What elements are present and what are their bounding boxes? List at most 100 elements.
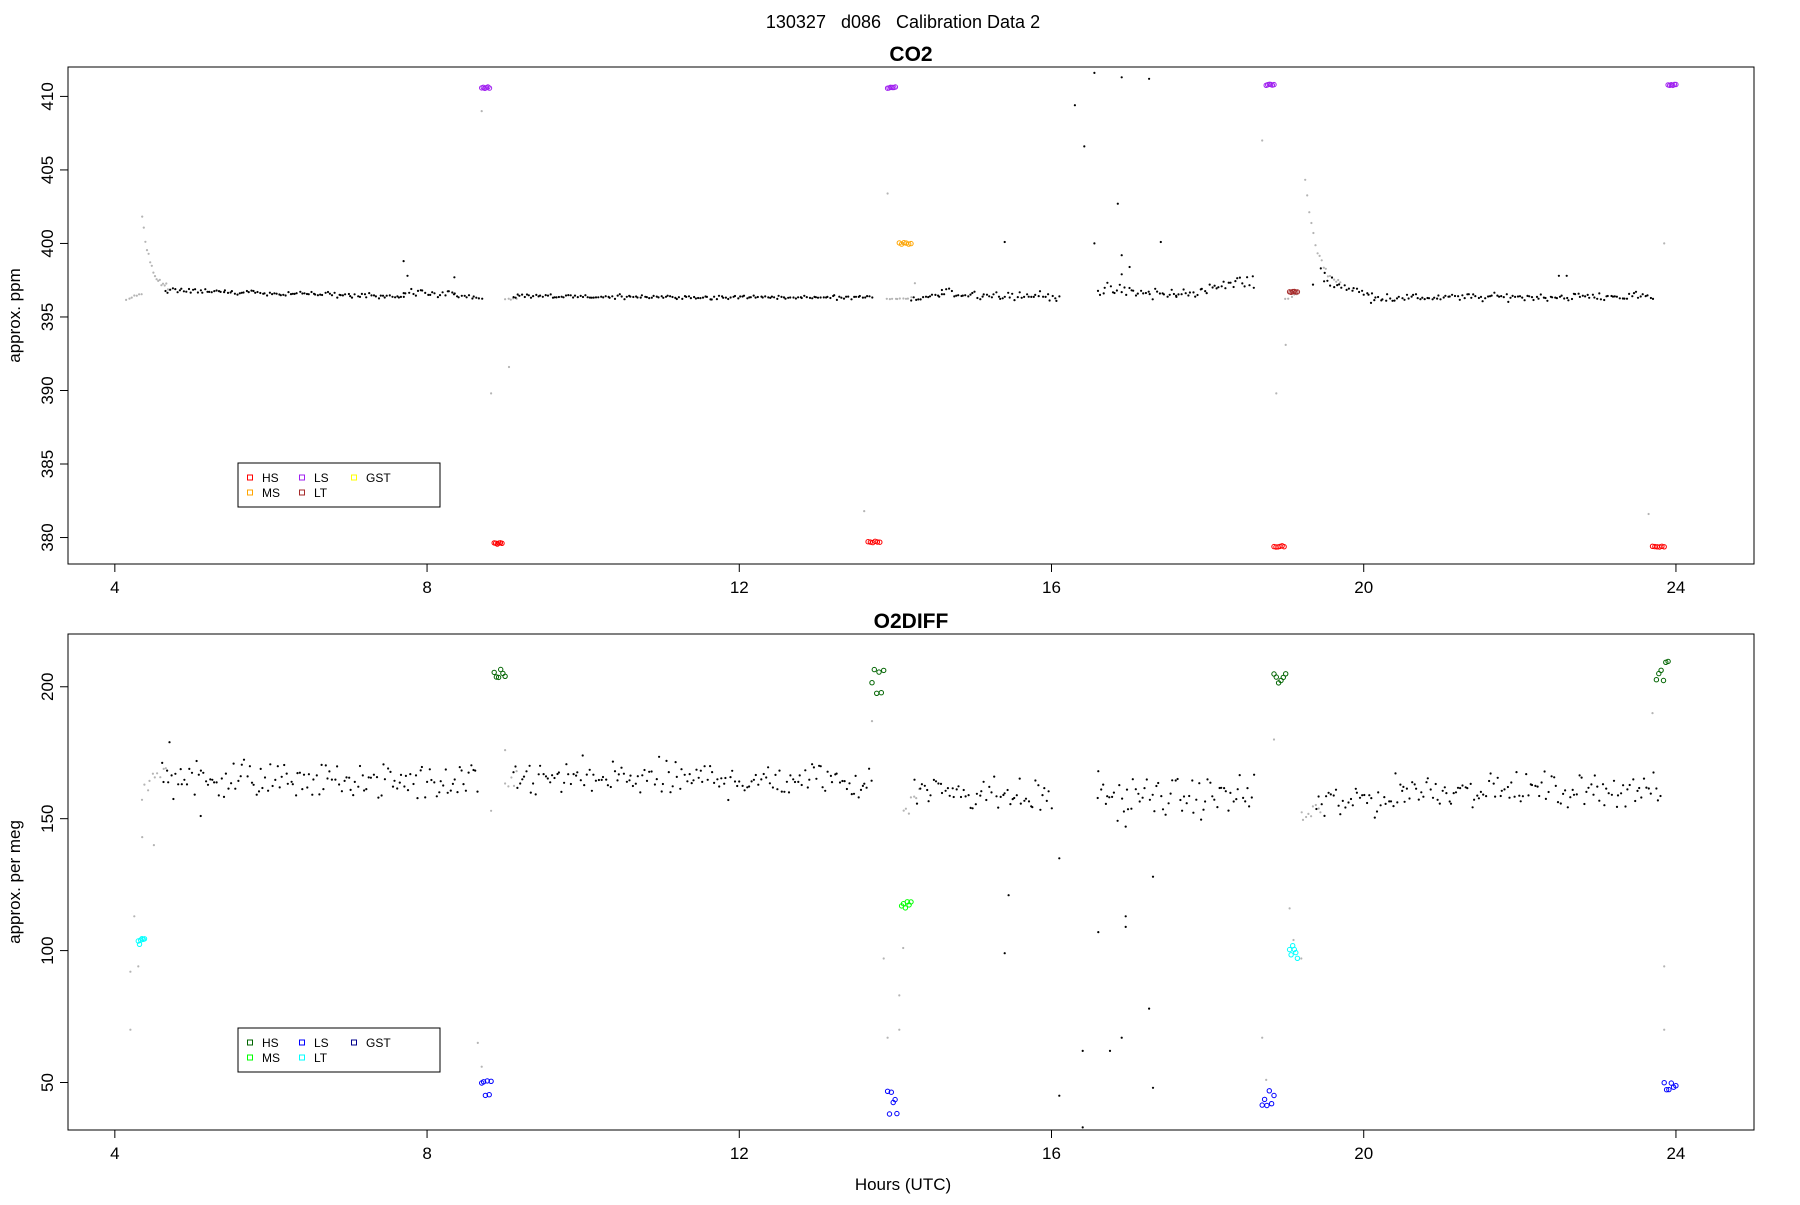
co2-ambient-point	[353, 293, 356, 296]
co2-ambient-point	[1458, 298, 1461, 301]
o2diff-ambient-point	[812, 766, 816, 769]
co2-ambient-point	[650, 296, 653, 299]
o2diff-ambient-point	[257, 790, 261, 793]
o2diff-ambient-point	[195, 759, 198, 763]
o2diff-ambient-point	[1248, 805, 1251, 808]
o2diff-ambient-point	[215, 781, 218, 784]
o2diff-ambient-point	[283, 763, 286, 767]
o2diff-ambient-point	[754, 773, 757, 777]
o2diff-ambient-point	[1373, 816, 1376, 819]
o2diff-ambient-point	[406, 789, 410, 792]
co2-ambient-point	[967, 295, 970, 298]
o2diff-ambient-point	[220, 777, 223, 780]
co2-transition-point	[1284, 343, 1287, 346]
co2-ambient-point	[1200, 287, 1203, 290]
o2diff-ambient-point	[575, 774, 578, 777]
o2diff-calibration-point-lt	[141, 936, 148, 942]
o2diff-transition-point	[143, 783, 146, 786]
o2diff-ambient-point	[780, 790, 783, 793]
co2-ambient-point	[1487, 295, 1490, 298]
co2-ambient-point	[861, 296, 865, 299]
o2diff-ambient-point	[703, 765, 706, 768]
o2diff-ambient-point	[285, 772, 288, 775]
o2diff-ambient-point	[1592, 793, 1595, 796]
co2-ambient-point	[1500, 295, 1503, 298]
o2diff-ambient-point	[724, 776, 727, 780]
co2-ambient-point	[928, 295, 932, 298]
o2diff-ambient-point	[451, 782, 454, 786]
co2-ambient-point	[808, 296, 812, 299]
o2diff-ambient-point	[1438, 802, 1441, 805]
o2diff-ambient-point	[1337, 804, 1340, 807]
co2-ambient-point	[414, 294, 417, 297]
o2diff-ambient-point	[1003, 792, 1006, 795]
co2-ambient-point	[1370, 292, 1374, 295]
o2diff-transition-point	[1265, 1078, 1268, 1081]
o2diff-y-axis-label: approx. per meg	[5, 820, 24, 944]
co2-ambient-point	[1120, 273, 1123, 276]
co2-ambient-point	[1093, 242, 1096, 245]
co2-ambient-point	[525, 293, 529, 296]
o2diff-transition-point	[902, 946, 905, 950]
o2diff-ambient-point	[1445, 792, 1448, 795]
co2-ambient-point	[230, 290, 233, 293]
o2diff-ambient-point	[1534, 784, 1537, 788]
co2-ambient-point	[518, 294, 521, 297]
o2diff-ambient-point	[1344, 806, 1347, 809]
o2diff-ambient-point	[470, 764, 473, 767]
o2diff-ambient-point	[671, 785, 674, 788]
o2diff-ambient-point	[723, 782, 726, 785]
o2diff-ambient-point	[474, 769, 477, 772]
o2diff-ambient-point	[336, 765, 339, 768]
co2-transition-point	[140, 293, 143, 296]
o2diff-ambient-point	[581, 754, 584, 757]
o2diff-ambient-point	[1492, 782, 1495, 785]
o2diff-ambient-point	[1587, 786, 1590, 789]
o2diff-ambient-point	[1031, 806, 1034, 809]
co2-ambient-point	[1373, 299, 1376, 302]
o2diff-ambient-point	[699, 769, 702, 772]
co2-ambient-point	[287, 291, 290, 294]
co2-ambient-point	[1474, 295, 1477, 298]
co2-ambient-point	[1502, 296, 1505, 299]
co2-ambient-point	[749, 296, 752, 299]
co2-transition-point	[1318, 254, 1321, 257]
o2diff-ambient-point	[830, 781, 834, 784]
co2-ambient-point	[1217, 286, 1220, 289]
o2diff-ambient-point	[1235, 798, 1238, 801]
co2-ambient-point	[275, 292, 278, 295]
co2-ambient-point	[541, 295, 544, 298]
o2diff-ambient-point	[449, 789, 452, 792]
o2diff-ambient-point	[841, 779, 844, 783]
legend-swatch-lt	[299, 489, 305, 496]
o2diff-transition-point	[129, 1028, 132, 1031]
o2diff-calibration-point-ls	[1266, 1088, 1273, 1094]
co2-ambient-point	[438, 294, 442, 297]
co2-ambient-point	[675, 297, 678, 301]
co2-ambient-point	[1427, 297, 1431, 300]
o2diff-ambient-point	[222, 795, 226, 799]
o2diff-ambient-point	[353, 780, 356, 784]
o2diff-ambient-point	[458, 766, 461, 769]
o2diff-ambient-point	[206, 783, 210, 786]
o2diff-calibration-point-ls	[886, 1111, 893, 1117]
o2diff-ambient-point	[988, 785, 991, 789]
o2diff-ambient-point	[315, 774, 318, 777]
co2-ambient-point	[840, 296, 843, 299]
co2-ambient-point	[1008, 296, 1011, 299]
o2diff-ambient-point	[1449, 802, 1453, 805]
o2diff-ambient-point	[352, 794, 355, 797]
co2-ambient-point	[1054, 297, 1057, 300]
co2-ambient-point	[1412, 293, 1415, 296]
co2-ambient-point	[576, 296, 579, 299]
o2diff-ambient-point	[1580, 776, 1583, 779]
co2-ambient-point	[1477, 296, 1480, 300]
co2-ambient-point	[1467, 293, 1470, 296]
o2diff-ambient-point	[1216, 806, 1219, 809]
o2diff-ambient-point	[1384, 802, 1387, 806]
co2-transition-point	[1328, 274, 1332, 278]
o2diff-ambient-point	[170, 774, 173, 777]
o2diff-ambient-point	[280, 775, 283, 778]
o2diff-ambient-point	[1153, 810, 1156, 813]
co2-ambient-point	[178, 289, 181, 292]
